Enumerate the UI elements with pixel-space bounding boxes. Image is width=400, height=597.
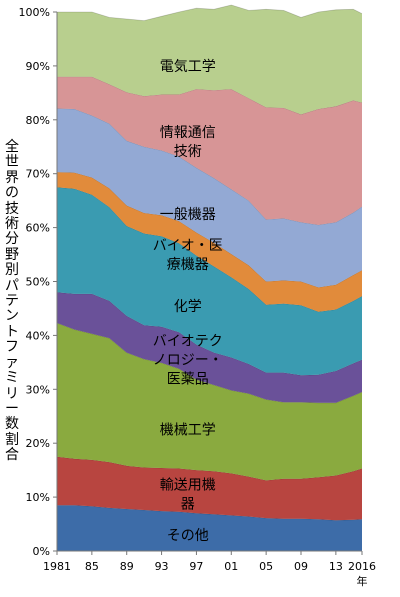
area-series-0 [57, 505, 362, 551]
x-tick-label: 1981 [43, 560, 71, 573]
y-tick-label: 100% [19, 6, 50, 19]
x-tick-label: 2016 [348, 560, 376, 573]
x-tick-label: 13 [329, 560, 343, 573]
x-tick-label: 01 [224, 560, 238, 573]
y-tick-label: 0% [33, 545, 50, 558]
series-label-7: 情報通信 [160, 125, 216, 141]
y-tick-label: 10% [26, 491, 50, 504]
y-tick-label: 20% [26, 437, 50, 450]
x-tick-label: 97 [189, 560, 203, 573]
series-label-3: ノロジー・ [153, 353, 223, 369]
y-tick-label: 40% [26, 329, 50, 342]
area-series-group [56, 4, 363, 551]
series-label-1: 器 [181, 496, 195, 512]
series-label-5: バイオ・医 [153, 238, 223, 254]
area-series-3 [57, 292, 362, 403]
y-tick-label: 80% [26, 114, 50, 127]
series-label-4: 化学 [174, 299, 202, 315]
area-series-2 [57, 323, 362, 481]
axes-group: 0% 10% 20% 30% 40% 50% 60% 70% 80% 90% 100% 1981 85 8… [19, 6, 376, 588]
series-label-7: 技術 [174, 144, 202, 160]
area-series-1 [57, 456, 362, 521]
area-series-8 [57, 5, 362, 115]
area-series-7 [57, 76, 362, 225]
area-series-5 [57, 172, 362, 312]
x-tick-label: 09 [294, 560, 308, 573]
y-axis-label: 全世界の技術分野別パテントファミリー数割合 [5, 139, 19, 464]
y-tick-label: 70% [26, 168, 50, 181]
series-label-8: 電気工学 [160, 59, 216, 75]
x-tick-label: 93 [155, 560, 169, 573]
series-label-1: 輸送用機 [160, 477, 216, 493]
series-label-3: バイオテク [153, 334, 223, 350]
series-label-0: その他 [167, 528, 209, 544]
y-tick-label: 50% [26, 276, 50, 289]
area-boundary-8 [57, 4, 363, 22]
series-label-5: 療機器 [167, 256, 209, 273]
series-label-3: 医薬品 [167, 372, 209, 388]
y-tick-label: 30% [26, 383, 50, 396]
series-label-2: 機械工学 [160, 423, 216, 439]
y-tick-label: 90% [26, 60, 50, 73]
x-tick-label: 05 [259, 560, 273, 573]
x-tick-label: 85 [85, 560, 99, 573]
area-series-4 [57, 187, 362, 376]
area-series-6 [57, 108, 362, 288]
x-axis-unit: 年 [357, 574, 368, 588]
series-label-6: 一般機器 [160, 207, 216, 223]
y-tick-label: 60% [26, 222, 50, 235]
x-tick-label: 89 [120, 560, 134, 573]
